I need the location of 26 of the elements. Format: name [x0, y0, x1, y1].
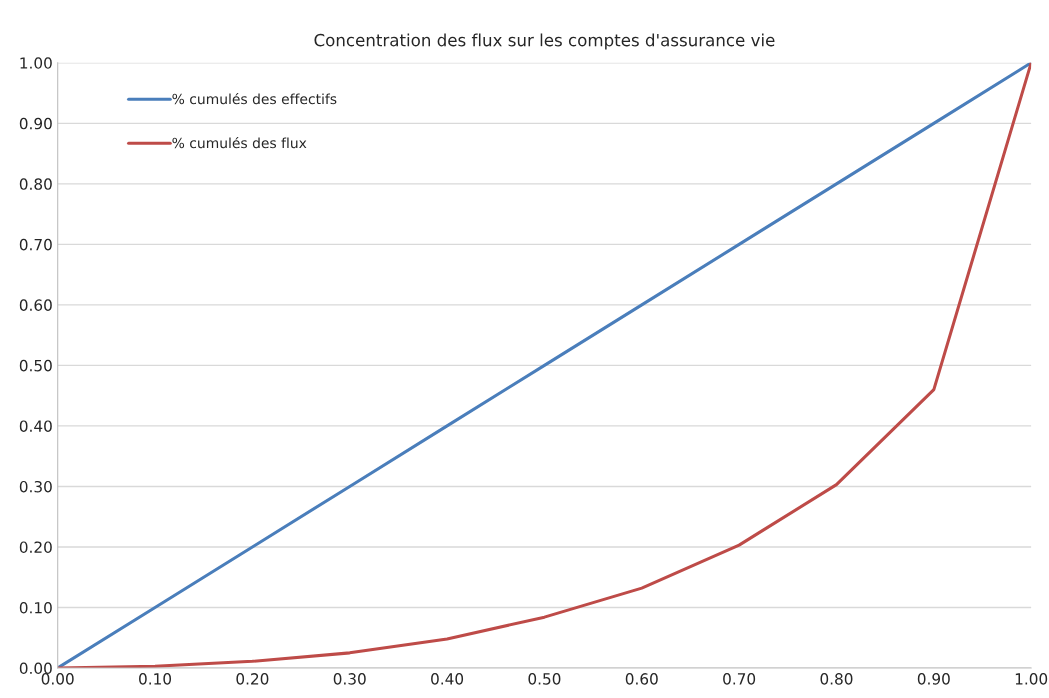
x-tick-label: 0.40	[431, 673, 464, 685]
y-tick-label: 0.00	[19, 662, 52, 675]
x-tick-label: 0.50	[528, 673, 561, 685]
y-tick-label: 0.40	[19, 420, 52, 432]
x-tick-label: 0.00	[41, 673, 74, 685]
x-tick-label: 0.20	[236, 673, 269, 685]
x-tick-label: 0.60	[625, 673, 658, 685]
y-tick-label: 0.50	[19, 359, 52, 372]
y-tick-label: 0.70	[19, 238, 52, 251]
legend-label: % cumulés des flux	[172, 136, 307, 149]
chart-title: Concentration des flux sur les comptes d'assurance vie	[314, 33, 775, 50]
x-tick-label: 0.10	[139, 673, 172, 685]
y-tick-label: 0.10	[19, 601, 52, 614]
y-tick-label: 0.30	[19, 480, 52, 493]
x-tick-label: 0.70	[723, 673, 756, 685]
y-tick-label: 0.80	[19, 178, 52, 190]
legend-label: % cumulés des effectifs	[172, 92, 337, 105]
x-tick-label: 0.90	[917, 673, 950, 685]
x-tick-label: 0.80	[820, 673, 853, 685]
y-tick-label: 0.20	[19, 541, 52, 553]
y-tick-label: 0.60	[19, 299, 52, 311]
x-tick-label: 0.30	[333, 673, 366, 685]
y-tick-label: 0.90	[19, 117, 52, 130]
y-tick-label: 1.00	[20, 57, 52, 69]
line-series	[57, 62, 1032, 668]
x-tick-label: 1.00	[1015, 673, 1048, 685]
